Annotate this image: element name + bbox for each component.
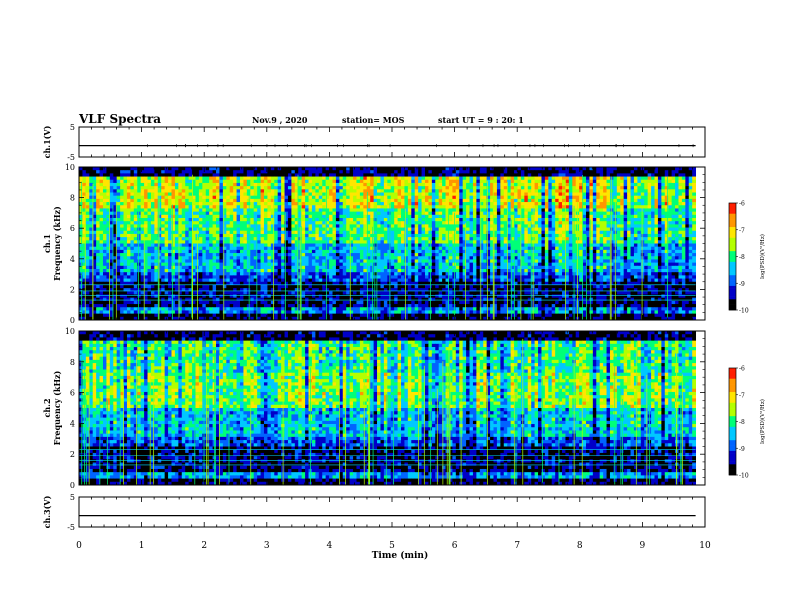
x-tick-label: 6 [452, 541, 458, 551]
x-tick-label: 4 [327, 541, 333, 551]
ch1-spectrogram-ytick-label: 8 [70, 194, 75, 203]
ch2-spectrogram-ytick-label: 0 [70, 481, 75, 490]
ch2-spectrogram-panel: 0 2 4 6 8 10 ch.2 Frequency (kHz) -6 -7 -8 -9 -10 log… [42, 327, 766, 490]
ch1-waveform-ylabel: ch.1(V) [42, 125, 52, 158]
header: VLF Spectra Nov.9 , 2020 station= MOS st… [78, 112, 524, 126]
ch1-spectrogram-colorbar-tick-label: -8 [739, 254, 745, 261]
ch2-spectrogram-ytick-label: 6 [70, 389, 75, 398]
ch2-spectrogram-colorbar-tick-label: -10 [739, 473, 749, 480]
ch2-spectrogram-colorbar-tick-label: -9 [739, 446, 745, 453]
x-tick-label: 8 [577, 541, 583, 551]
ch2-spectrogram-ytick-label: 4 [70, 419, 75, 428]
ch2-spectrogram-colorbar-tick-label: -6 [739, 366, 745, 373]
x-tick-label: 1 [139, 541, 145, 551]
x-tick-label: 10 [699, 541, 711, 551]
ch1-spectrogram-ytick-label: 10 [65, 163, 75, 172]
ch3-waveform-ylabel: ch.3(V) [42, 495, 52, 528]
ch1-waveform-ytick-label: -5 [67, 153, 75, 162]
ch2-spectrogram-colorbar-tick-label: -8 [739, 419, 745, 426]
ch1-spectrogram-ylabel: Frequency (kHz) [52, 206, 62, 281]
ch3-waveform-panel: 5 -5 ch.3(V) [42, 493, 706, 532]
ch1-waveform-ytick-label: 5 [70, 123, 75, 132]
ch1-spectrogram-ytick-label: 6 [70, 224, 75, 233]
x-tick-label: 0 [76, 541, 82, 551]
header-start-time: start UT = 9 : 20: 1 [438, 115, 524, 125]
ch1-spectrogram-ytick-label: 4 [70, 255, 75, 264]
ch2-spectrogram-colorbar: -6 -7 -8 -9 -10 log(PSD)(V²/Hz) [728, 366, 766, 480]
ch1-spectrogram-channel-label: ch.1 [42, 234, 52, 253]
ch1-spectrogram-colorbar-tick-label: -9 [739, 281, 745, 288]
ch2-spectrogram-ytick-label: 8 [70, 358, 75, 367]
header-date: Nov.9 , 2020 [252, 115, 308, 125]
ch3-waveform-ytick-label: 5 [70, 493, 75, 502]
x-axis: 0 1 2 3 4 5 6 7 8 9 10 Time (min) [76, 541, 711, 561]
ch1-spectrogram-ytick-label: 2 [70, 285, 75, 294]
figure-title: VLF Spectra [78, 112, 161, 126]
ch2-spectrogram-ytick-label: 2 [70, 450, 75, 459]
x-tick-label: 2 [201, 541, 207, 551]
x-tick-label: 9 [640, 541, 646, 551]
ch3-waveform-ytick-label: -5 [67, 523, 75, 532]
ch1-spectrogram-colorbar-tick-label: -10 [739, 308, 749, 315]
x-tick-label: 3 [264, 541, 270, 551]
ch2-spectrogram-colorbar-label: log(PSD)(V²/Hz) [759, 399, 766, 444]
ch1-spectrogram-ytick-label: 0 [70, 316, 75, 325]
ch1-spectrogram-colorbar: -6 -7 -8 -9 -10 log(PSD)(V²/Hz) [728, 201, 766, 315]
x-tick-label: 7 [514, 541, 520, 551]
header-station: station= MOS [342, 115, 405, 125]
ch1-spectrogram-colorbar-tick-label: -7 [739, 227, 745, 234]
ch1-spectrogram-panel: 0 2 4 6 8 10 ch.1 Frequency (kHz) -6 -7 -8 -9 -10 log… [42, 163, 766, 325]
ch1-spectrogram-colorbar-tick-label: -6 [739, 201, 745, 208]
ch2-spectrogram-cells [79, 331, 697, 486]
x-axis-label: Time (min) [372, 550, 429, 561]
ch2-spectrogram-ylabel: Frequency (kHz) [52, 370, 62, 445]
ch2-spectrogram-ytick-label: 10 [65, 327, 75, 336]
x-tick-label: 5 [389, 541, 395, 551]
ch2-spectrogram-colorbar-tick-label: -7 [739, 392, 745, 399]
ch1-spectrogram-colorbar-label: log(PSD)(V²/Hz) [759, 234, 766, 279]
ch1-waveform-panel: 5 -5 ch.1(V) [42, 123, 706, 162]
ch1-spectrogram-cells [79, 167, 697, 321]
ch2-spectrogram-channel-label: ch.2 [42, 398, 52, 417]
